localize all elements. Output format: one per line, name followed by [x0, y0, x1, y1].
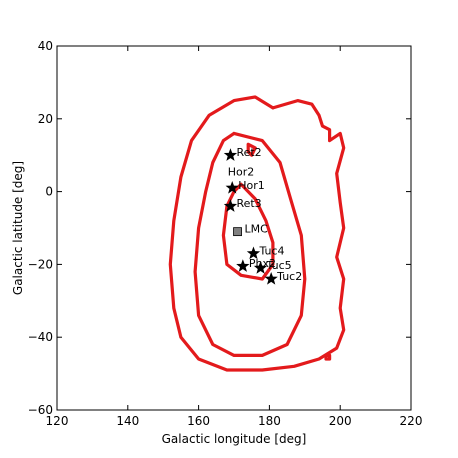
star-marker-tuc5 — [253, 261, 268, 274]
lmc-label: LMC — [245, 223, 269, 236]
x-tick-label: 160 — [187, 414, 210, 428]
x-tick-label: 140 — [116, 414, 139, 428]
x-tick-label: 200 — [329, 414, 352, 428]
star-label-hor1: Hor1 — [238, 179, 265, 192]
y-tick-label: 40 — [38, 39, 53, 53]
x-tick-label: 220 — [400, 414, 423, 428]
star-marker-ret3 — [223, 199, 238, 212]
star-marker-tuc4 — [246, 246, 261, 260]
plot-frame — [56, 45, 412, 411]
contour-group — [168, 95, 346, 372]
contour-middle — [193, 131, 307, 357]
star-label-ret2: Ret2 — [236, 146, 261, 159]
contour-small-blob — [246, 142, 257, 157]
star-label-tuc2: Tuc2 — [276, 270, 302, 283]
contour-small-dot-right — [324, 353, 332, 361]
x-axis-label: Galactic longitude [deg] — [162, 432, 307, 446]
contour-outer — [168, 95, 346, 372]
star-label-tuc5: Tuc5 — [266, 259, 292, 272]
lmc-marker — [233, 227, 242, 237]
star-marker-ret2 — [223, 148, 238, 161]
star-marker-tuc2 — [264, 271, 278, 285]
star-marker-phx2 — [236, 259, 250, 272]
label-hor2: Hor2 — [228, 166, 255, 179]
contour-inner — [221, 182, 275, 281]
y-tick-label: −20 — [28, 257, 53, 271]
y-tick-label: −60 — [28, 403, 53, 417]
tick-group: 120 140 160 180 200 220 −60 −40 −20 0 20 40 — [28, 39, 423, 428]
y-axis-label: Galactic latitude [deg] — [11, 161, 25, 295]
y-tick-label: 0 — [45, 185, 53, 199]
x-tick-label: 180 — [258, 414, 281, 428]
star-label-ret3: Ret3 — [236, 197, 261, 210]
x-tick-label: 120 — [46, 414, 69, 428]
star-marker-hor1 — [225, 180, 239, 194]
star-label-tuc4: Tuc4 — [258, 244, 284, 257]
y-tick-label: 20 — [38, 112, 53, 126]
y-tick-label: −40 — [28, 330, 53, 344]
